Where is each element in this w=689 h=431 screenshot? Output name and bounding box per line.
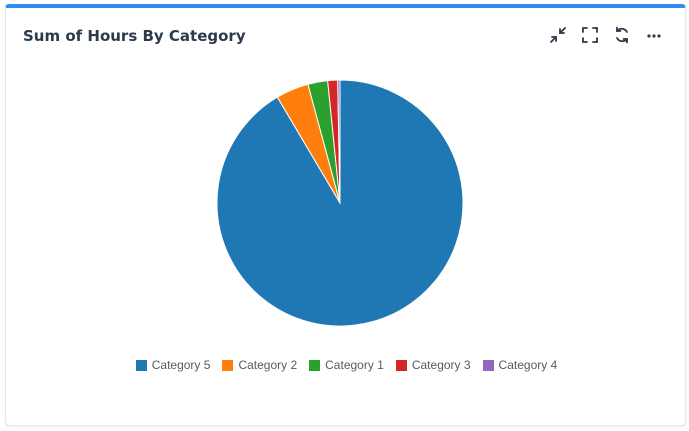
legend-swatch xyxy=(309,359,321,371)
refresh-icon xyxy=(616,26,628,44)
more-icon xyxy=(647,34,661,38)
card-title: Sum of Hours By Category xyxy=(23,27,246,45)
legend-label: Category 2 xyxy=(238,358,298,372)
legend-item-category-4[interactable]: Category 4 xyxy=(482,358,558,372)
chart-card: Sum of Hours By Category xyxy=(5,4,686,426)
legend-label: Category 1 xyxy=(325,358,384,372)
legend-item-category-2[interactable]: Category 2 xyxy=(222,358,297,372)
fullscreen-button[interactable] xyxy=(579,24,601,46)
legend-item-category-3[interactable]: Category 3 xyxy=(395,358,471,372)
legend-swatch xyxy=(482,359,494,371)
legend-swatch xyxy=(395,359,407,371)
collapse-icon xyxy=(550,27,566,43)
legend-swatch xyxy=(135,359,147,371)
pie-chart xyxy=(216,79,464,327)
legend-label: Category 4 xyxy=(498,358,558,372)
legend-label: Category 5 xyxy=(151,358,211,372)
legend-item-category-1[interactable]: Category 1 xyxy=(309,358,384,372)
pie-slice-category-4[interactable] xyxy=(337,79,341,204)
legend-swatch xyxy=(222,359,234,371)
collapse-button[interactable] xyxy=(547,24,569,46)
card-toolbar xyxy=(547,24,665,46)
legend-label: Category 3 xyxy=(411,358,471,372)
legend-item-category-5[interactable]: Category 5 xyxy=(135,358,211,372)
more-button[interactable] xyxy=(643,24,665,46)
refresh-button[interactable] xyxy=(611,24,633,46)
fullscreen-icon xyxy=(582,27,598,43)
chart-legend: Category 5 Category 2 Category 1 Category 3… xyxy=(6,358,687,372)
